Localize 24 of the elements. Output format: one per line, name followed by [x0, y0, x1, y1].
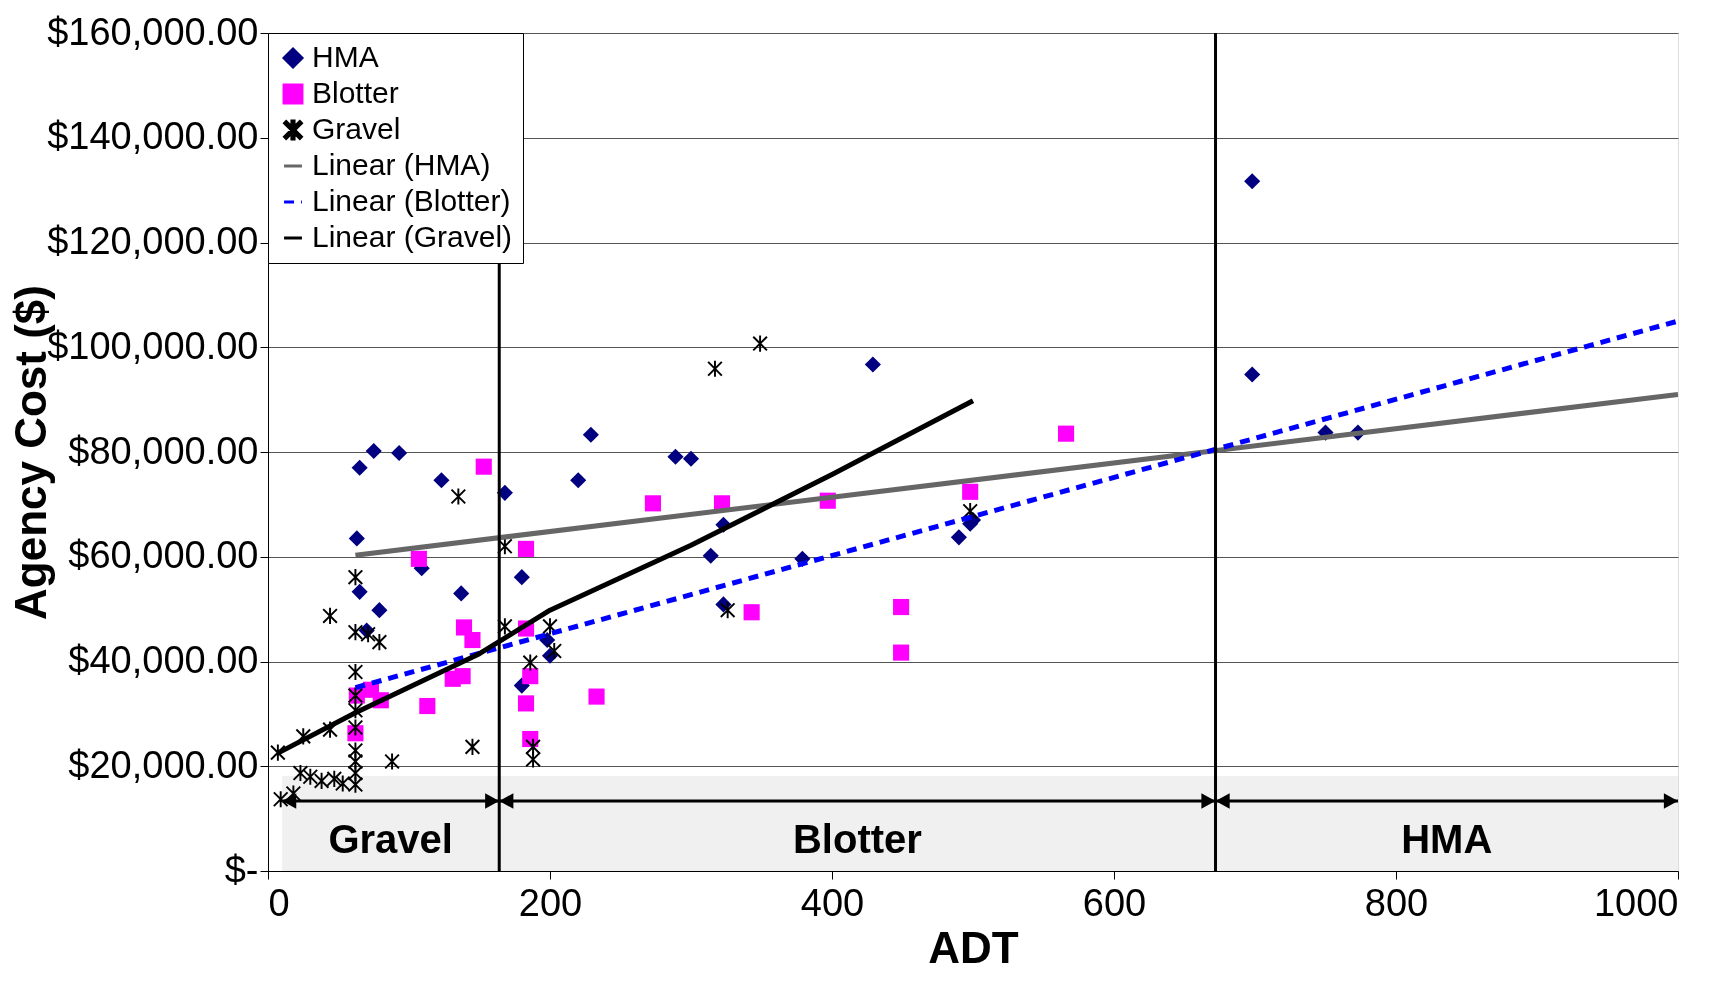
x-tick-label: 600	[1082, 881, 1147, 924]
y-tick-label: $160,000.00	[47, 10, 259, 53]
x-tick-label: 0	[268, 881, 290, 924]
legend-label: HMA	[312, 40, 379, 73]
band-label: Gravel	[328, 817, 453, 861]
x-tick-label: 200	[518, 881, 583, 924]
y-tick-label: $20,000.00	[68, 743, 259, 786]
x-tick-label: 400	[800, 881, 865, 924]
y-tick-label: $120,000.00	[47, 220, 259, 262]
band-label: Blotter	[792, 817, 922, 861]
y-tick-label: $40,000.00	[68, 639, 259, 681]
x-tick-label: 1000	[1593, 881, 1679, 924]
y-tick-label: $-	[224, 848, 259, 891]
legend-label: Linear (Blotter)	[312, 184, 511, 217]
band-label: HMA	[1401, 817, 1493, 861]
legend-label: Linear (HMA)	[312, 148, 491, 181]
x-tick-label: 800	[1364, 881, 1429, 924]
x-axis-title: ADT	[928, 922, 1019, 972]
legend-label: Linear (Gravel)	[312, 220, 513, 253]
legend-label: Blotter	[312, 76, 399, 109]
y-tick-label: $60,000.00	[68, 534, 259, 577]
y-tick-label: $80,000.00	[68, 429, 259, 472]
legend-label: Gravel	[312, 112, 401, 145]
y-tick-label: $140,000.00	[47, 115, 259, 158]
